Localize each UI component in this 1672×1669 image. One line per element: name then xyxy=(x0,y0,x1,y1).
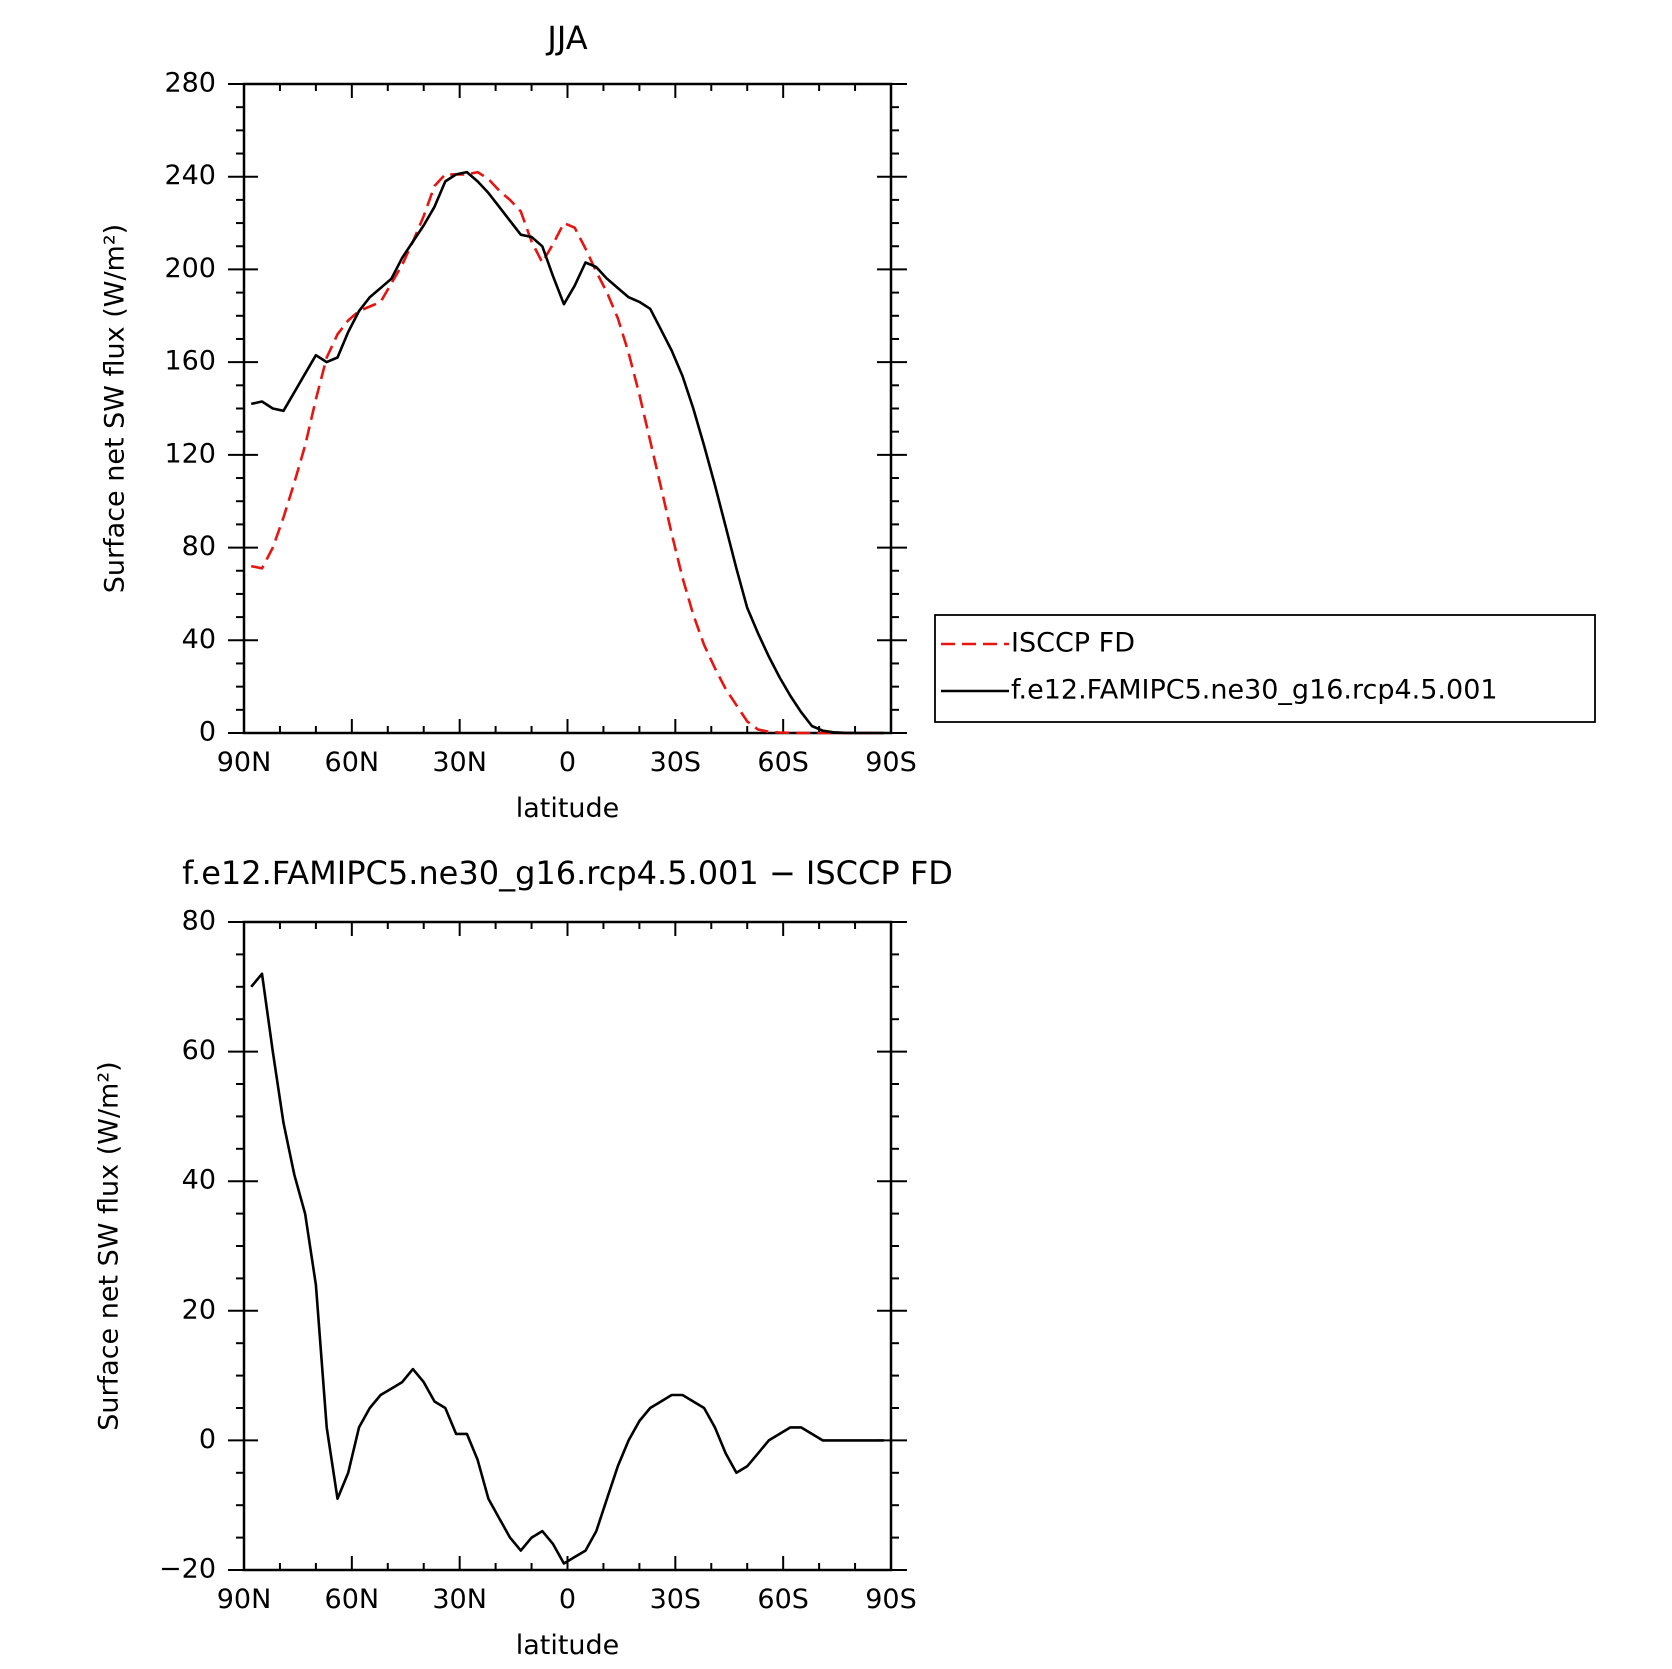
x-tick-label: 30S xyxy=(650,747,702,778)
y-tick-label: 20 xyxy=(182,1294,216,1325)
legend-box xyxy=(934,614,1596,723)
x-tick-label: 0 xyxy=(559,1584,576,1615)
x-axis-title: latitude xyxy=(516,1630,620,1661)
series-line-model xyxy=(250,170,884,735)
x-tick-label: 60N xyxy=(325,747,380,778)
y-axis-title: Surface net SW flux (W/m²) xyxy=(100,224,131,593)
plot-frame xyxy=(242,920,893,1572)
x-axis-title: latitude xyxy=(516,793,620,824)
y-tick-label: 120 xyxy=(164,438,216,469)
x-tick-label: 30N xyxy=(432,1584,487,1615)
y-tick-label: 80 xyxy=(182,531,216,562)
legend: ISCCP FD f.e12.FAMIPC5.ne30_g16.rcp4.5.00… xyxy=(934,614,1596,723)
x-tick-label: 60S xyxy=(757,747,809,778)
plot-frame xyxy=(242,82,893,735)
y-tick-label: 60 xyxy=(182,1035,216,1066)
x-tick-label: 90N xyxy=(217,747,272,778)
series-line-isccp xyxy=(250,170,884,735)
chart-title: f.e12.FAMIPC5.ne30_g16.rcp4.5.001 − ISCC… xyxy=(182,854,953,892)
y-tick-label: 160 xyxy=(164,346,216,377)
bottom-chart: f.e12.FAMIPC5.ne30_g16.rcp4.5.001 − ISCC… xyxy=(94,854,953,1661)
x-tick-label: 90S xyxy=(865,747,917,778)
y-tick-label: 40 xyxy=(182,624,216,655)
y-tick-label: 0 xyxy=(199,717,216,748)
y-axis-title: Surface net SW flux (W/m²) xyxy=(94,1061,125,1430)
x-tick-label: 90N xyxy=(217,1584,272,1615)
series-line-model xyxy=(250,972,884,1565)
x-tick-label: 60N xyxy=(325,1584,380,1615)
legend-label-isccp: ISCCP FD xyxy=(1011,628,1135,659)
y-tick-label: 0 xyxy=(199,1424,216,1455)
x-tick-label: 60S xyxy=(757,1584,809,1615)
y-tick-label: 200 xyxy=(164,253,216,284)
x-tick-label: 30S xyxy=(650,1584,702,1615)
y-tick-label: −20 xyxy=(159,1554,216,1585)
x-tick-label: 0 xyxy=(559,747,576,778)
y-tick-label: 40 xyxy=(182,1165,216,1196)
legend-label-model: f.e12.FAMIPC5.ne30_g16.rcp4.5.001 xyxy=(1011,675,1498,706)
y-tick-label: 280 xyxy=(164,68,216,99)
chart-title: JJA xyxy=(545,19,587,57)
x-tick-label: 90S xyxy=(865,1584,917,1615)
y-tick-label: 240 xyxy=(164,160,216,191)
y-tick-label: 80 xyxy=(182,906,216,937)
x-tick-label: 30N xyxy=(432,747,487,778)
top-chart: JJA 90N 60N 30N 0 30S 60S 90S 0 40 80 120 160 200 240 2… xyxy=(100,19,917,824)
